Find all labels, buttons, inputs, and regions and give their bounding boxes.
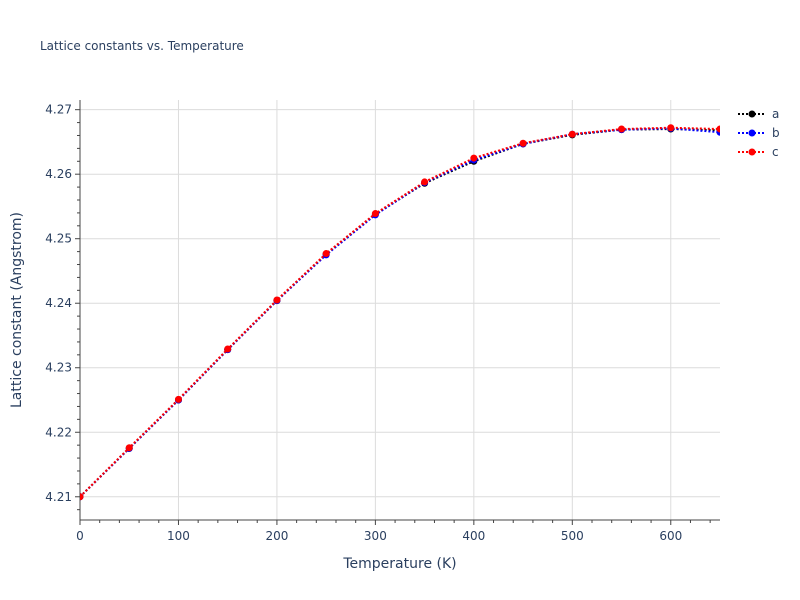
x-axis-title: Temperature (K) [342,556,456,572]
series-line-c [80,126,720,498]
legend-swatch-marker [748,148,756,156]
y-axis-title: Lattice constant (Angstrom) [9,212,25,408]
y-tick-label: 4.21 [45,490,72,504]
y-tick-label: 4.24 [45,296,72,310]
y-tick-label: 4.25 [45,232,72,246]
x-tick-label: 100 [167,529,190,543]
x-tick-label: 400 [462,529,485,543]
series-layer [80,124,720,501]
y-tick-label: 4.23 [45,361,72,375]
x-tick-label: 500 [561,529,584,543]
data-point-c [568,130,576,138]
legend-swatch-marker [748,110,756,118]
legend[interactable]: abc [738,107,780,159]
x-tick-label: 0 [76,529,84,543]
data-point-c [371,210,379,218]
data-point-c [125,444,133,452]
legend-item-c[interactable]: c [738,145,779,159]
data-point-c [273,296,281,304]
data-point-c [470,154,478,162]
data-point-c [716,125,720,133]
data-point-c [224,345,232,353]
legend-label: b [772,126,780,140]
plot-background [80,100,720,520]
plot-area [80,100,720,520]
data-point-c [667,124,675,132]
legend-item-a[interactable]: a [738,107,779,121]
axis-layer: 0 100 200 300 400 500 600 4.21 4.22 4.23 4.24 4.25 4… [45,100,720,543]
legend-item-b[interactable]: b [738,126,780,140]
legend-label: c [772,145,779,159]
x-tick-label: 600 [659,529,682,543]
data-point-c [618,125,626,133]
series-c [80,124,720,501]
legend-label: a [772,107,779,121]
x-tick-label: 200 [265,529,288,543]
data-point-c [80,493,84,501]
data-point-c [421,178,429,186]
grid-layer [80,100,720,520]
legend-swatch-marker [748,129,756,137]
y-tick-label: 4.22 [45,425,72,439]
y-tick-label: 4.26 [45,167,72,181]
y-tick-label: 4.27 [45,103,72,117]
data-point-c [322,250,330,258]
chart-title: Lattice constants vs. Temperature [40,39,244,53]
data-point-c [174,395,182,403]
data-point-c [519,139,527,147]
x-tick-label: 300 [364,529,387,543]
